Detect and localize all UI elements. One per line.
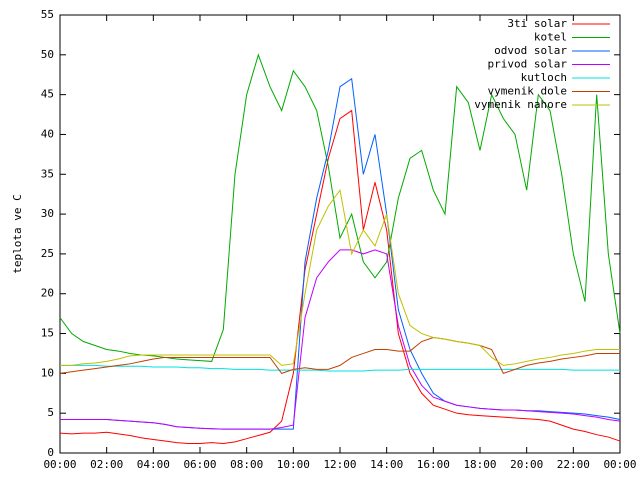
x-tick-label: 00:00 [603, 458, 636, 471]
y-tick-label: 20 [41, 287, 54, 300]
series-line [60, 249, 621, 430]
x-tick-label: 18:00 [463, 458, 496, 471]
y-tick-label: 10 [41, 366, 54, 379]
legend-label: 3ti solar [507, 17, 567, 30]
x-tick-label: 20:00 [510, 458, 543, 471]
legend-label: odvod solar [494, 44, 567, 57]
x-tick-label: 10:00 [277, 458, 310, 471]
y-tick-label: 30 [41, 207, 54, 220]
x-tick-label: 12:00 [323, 458, 356, 471]
legend-label: kutloch [521, 71, 567, 84]
x-tick-label: 16:00 [417, 458, 450, 471]
y-tick-label: 55 [41, 8, 54, 21]
series-line [60, 188, 620, 366]
legend-label: kotel [534, 31, 567, 44]
y-axis-label: teplota ve C [11, 194, 24, 273]
x-tick-label: 00:00 [43, 458, 76, 471]
legend-label: privod solar [488, 58, 568, 71]
legend-label: vymenik nahore [474, 98, 567, 111]
x-tick-label: 06:00 [183, 458, 216, 471]
y-tick-label: 5 [47, 406, 54, 419]
legend-label: vymenik dole [488, 85, 567, 98]
y-tick-label: 25 [41, 247, 54, 260]
x-tick-label: 14:00 [370, 458, 403, 471]
y-tick-label: 40 [41, 127, 54, 140]
x-tick-label: 08:00 [230, 458, 263, 471]
y-tick-label: 50 [41, 48, 54, 61]
series-line [59, 53, 621, 362]
y-tick-label: 15 [41, 327, 54, 340]
x-tick-label: 04:00 [137, 458, 170, 471]
x-tick-label: 02:00 [90, 458, 123, 471]
x-tick-label: 22:00 [557, 458, 590, 471]
series-line [59, 337, 620, 374]
y-tick-label: 0 [47, 446, 54, 459]
y-tick-label: 45 [41, 88, 54, 101]
y-tick-label: 35 [41, 167, 54, 180]
series-line [59, 109, 621, 444]
series-line [60, 77, 621, 430]
series-line [60, 364, 620, 372]
